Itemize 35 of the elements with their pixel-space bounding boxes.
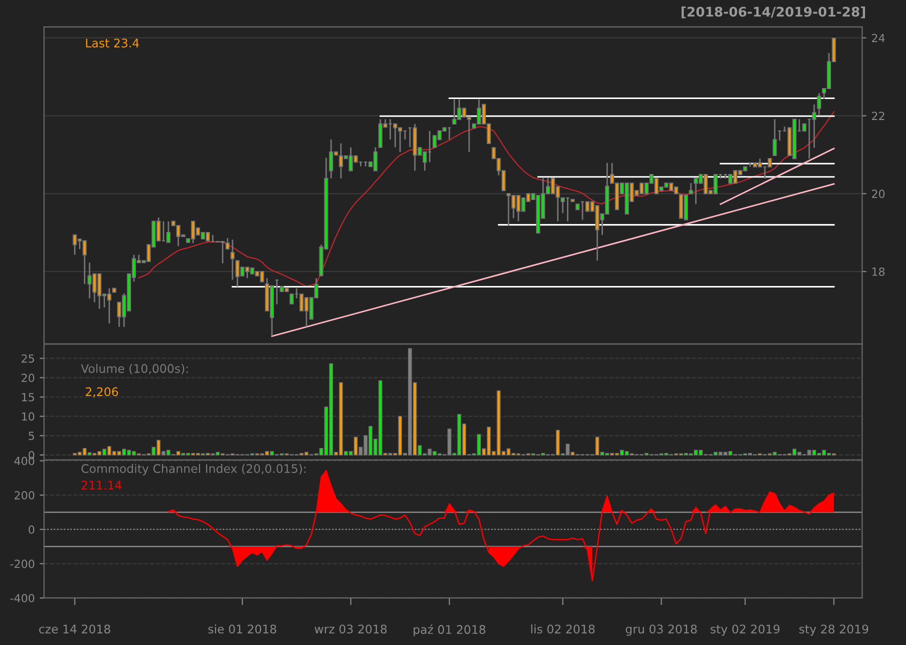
candlestick xyxy=(812,104,816,148)
x-tick-label: paź 01 2018 xyxy=(414,624,486,636)
x-tick-label: sty 02 2019 xyxy=(710,624,780,636)
candlestick xyxy=(230,238,235,280)
y-tick-label: 5 xyxy=(28,432,34,440)
x-tick-label: wrz 03 2018 xyxy=(314,624,387,634)
x-tick-label: sie 01 2018 xyxy=(208,624,276,634)
y-tick-label: 0 xyxy=(28,525,34,534)
y-tick-label: -400 xyxy=(10,594,34,602)
annotation: 211.14 xyxy=(82,480,122,490)
x-tick-label: sty 28 2019 xyxy=(799,624,868,636)
y-tick-label: 10 xyxy=(22,412,34,421)
x-tick-label: gru 03 2018 xyxy=(626,624,697,636)
chart-subtitle: [2018-06-14/2019-01-28] xyxy=(682,6,866,18)
y-tick-label: 24 xyxy=(872,34,885,42)
y-tick-label: 20 xyxy=(872,190,885,198)
candlestick xyxy=(688,182,693,194)
y-tick-label: 18 xyxy=(872,268,885,276)
annotation: Last 23.4 xyxy=(86,38,139,48)
candlestick xyxy=(817,92,822,116)
y-tick-label: -200 xyxy=(10,560,34,568)
candlestick xyxy=(290,294,294,304)
y-tick-label: 15 xyxy=(22,393,34,402)
y-tick-label: 25 xyxy=(22,354,34,363)
y-tick-label: 22 xyxy=(872,112,884,120)
candlestick xyxy=(166,220,170,244)
y-tick-label: 200 xyxy=(14,491,34,500)
candlestick xyxy=(560,197,565,214)
chart-title: Commodity Channel Index (20,0.015): xyxy=(82,464,306,476)
candlestick xyxy=(772,118,777,156)
x-tick-label: lis 02 2018 xyxy=(531,624,595,634)
text: Volume (10,000s): xyxy=(80,364,188,374)
annotation: 2,206 xyxy=(86,387,118,398)
y-tick-label: 20 xyxy=(22,374,34,382)
x-tick-label: cze 14 2018 xyxy=(39,624,110,634)
